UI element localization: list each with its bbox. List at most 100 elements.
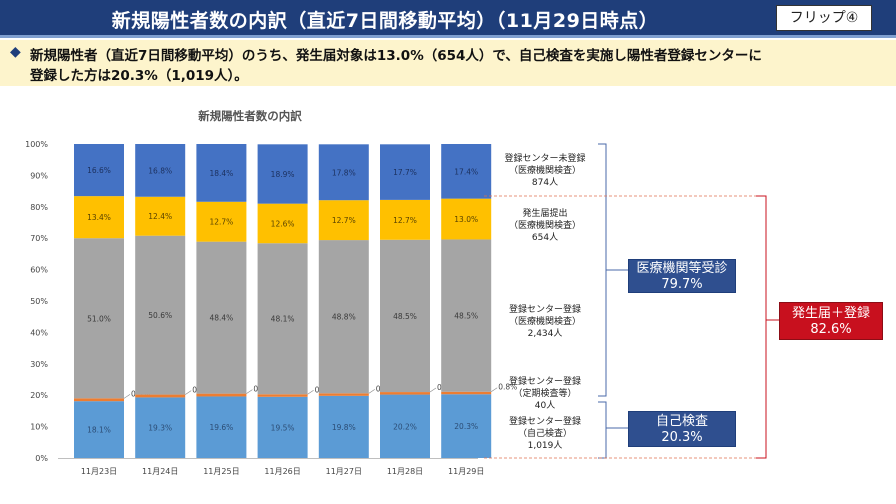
title-bar: 新規陽性者数の内訳（直近7日間移動平均）（11月29日時点） フリップ④: [0, 0, 896, 38]
legend-self-count: 1,019人: [527, 441, 563, 451]
bar-segment-self: [74, 401, 124, 458]
bar-segment-unregistered: [380, 144, 430, 200]
bar-segment-notified: [441, 198, 492, 240]
chart-title: 新規陽性者数の内訳: [198, 109, 302, 123]
self-test-group-value: 20.3%: [661, 430, 703, 445]
medical-group-box: 医療機関等受診 79.7%: [628, 259, 736, 293]
self-test-group-box: 自己検査 20.3%: [628, 411, 736, 447]
bar-segment-self: [380, 394, 430, 458]
legend-center-medical-name: 登録センター登録: [508, 305, 581, 315]
bar-segment-center_med: [257, 243, 308, 395]
data-label-self: 19.3%: [148, 424, 172, 433]
y-tick-label: 20%: [30, 391, 48, 400]
bar-segment-center_med: [135, 235, 186, 395]
legend-regular-name: 登録センター登録: [508, 377, 581, 387]
data-label-leader: [123, 394, 131, 399]
data-label-unregistered: 17.7%: [393, 168, 417, 177]
bar-segment-notified: [257, 203, 308, 244]
medical-group-value: 79.7%: [661, 277, 703, 292]
data-label-self: 19.8%: [332, 423, 356, 432]
y-tick-label: 10%: [30, 423, 48, 432]
data-label-notified: 12.4%: [148, 212, 172, 221]
y-tick-label: 80%: [30, 203, 48, 212]
bar-segment-unregistered: [318, 144, 369, 201]
data-label-notified: 12.6%: [271, 219, 295, 228]
summary-line-1: 新規陽性者（直近7日間移動平均）のうち、発生届対象は13.0%（654人）で、自…: [30, 48, 762, 64]
data-label-leader: [246, 389, 253, 394]
notified-total-label: 発生届＋登録: [791, 306, 870, 321]
data-label-center_med: 48.4%: [209, 314, 233, 323]
bar-segment-unregistered: [135, 144, 186, 197]
bracket-notified-total: [756, 195, 767, 459]
bar-segment-notified: [380, 199, 430, 240]
bar-segment-self: [318, 395, 369, 458]
legend-regular-sub: （定期検査等）: [513, 389, 577, 399]
x-tick-label: 11月25日: [203, 467, 239, 476]
data-label-unregistered: 16.8%: [148, 166, 172, 175]
legend-center-medical-sub: （医療機関検査）: [508, 317, 581, 327]
legend-notified-count: 654人: [531, 233, 559, 243]
data-label-unregistered: 18.4%: [209, 169, 233, 178]
medical-group-label: 医療機関等受診: [636, 261, 728, 276]
y-tick-label: 40%: [30, 328, 48, 337]
x-tick-label: 11月23日: [81, 467, 117, 476]
notified-total-box: 発生届＋登録 82.6%: [779, 302, 883, 340]
x-tick-label: 11月27日: [326, 467, 362, 476]
bar-segment-unregistered: [74, 144, 124, 197]
bar-segment-unregistered: [441, 144, 492, 199]
y-tick-label: 50%: [30, 297, 48, 306]
legend-notified: 発生届提出 （医療機関検査） 654人: [490, 208, 600, 244]
data-label-leader: [491, 387, 498, 392]
data-label-self: 18.1%: [87, 426, 111, 435]
bar-segment-regular: [135, 394, 186, 398]
bar-segment-center_med: [74, 238, 124, 399]
legend-regular-count: 40人: [534, 401, 556, 411]
bar-segment-regular: [74, 398, 124, 402]
bar-segment-unregistered: [196, 144, 247, 202]
x-tick-label: 11月29日: [448, 467, 484, 476]
data-label-center_med: 51.0%: [87, 314, 111, 323]
y-tick-label: 0%: [35, 454, 48, 463]
bar-segment-center_med: [196, 241, 247, 394]
legend-unregistered-count: 874人: [531, 178, 559, 188]
y-tick-label: 30%: [30, 360, 48, 369]
data-label-leader: [307, 390, 314, 395]
bar-segment-notified: [318, 200, 369, 241]
legend-unregistered-name: 登録センター未登録: [504, 154, 586, 164]
data-label-unregistered: 18.9%: [271, 170, 295, 179]
bar-segment-unregistered: [257, 144, 308, 204]
data-label-notified: 12.7%: [209, 218, 233, 227]
bar-segment-notified: [196, 201, 247, 242]
data-label-unregistered: 16.6%: [87, 166, 111, 175]
bar-segment-self: [196, 396, 247, 458]
data-label-self: 20.3%: [454, 422, 478, 431]
notified-total-value: 82.6%: [810, 322, 852, 337]
data-label-center_med: 48.5%: [393, 312, 417, 321]
legend-center-medical: 登録センター登録 （医療機関検査） 2,434人: [490, 304, 600, 340]
data-label-self: 20.2%: [393, 422, 417, 431]
legend-notified-sub: （医療機関検査）: [508, 221, 581, 231]
legend-self: 登録センター登録 （自己検査） 1,019人: [490, 416, 600, 452]
legend-self-name: 登録センター登録: [508, 417, 581, 427]
bar-segment-regular: [196, 393, 247, 397]
y-tick-label: 70%: [30, 234, 48, 243]
flip-badge: フリップ④: [776, 5, 872, 31]
bar-segment-self: [257, 396, 308, 458]
y-tick-label: 60%: [30, 266, 48, 275]
legend-center-medical-count: 2,434人: [527, 329, 563, 339]
bar-segment-regular: [257, 394, 308, 397]
data-label-center_med: 48.1%: [271, 315, 295, 324]
y-tick-label: 90%: [30, 171, 48, 180]
bar-segment-regular: [318, 393, 369, 396]
data-label-leader: [429, 387, 437, 393]
bar-segment-regular: [380, 392, 430, 395]
data-label-center_med: 48.5%: [454, 312, 478, 321]
data-label-unregistered: 17.4%: [454, 167, 478, 176]
summary-line-2: 登録した方は20.3%（1,019人）。: [30, 68, 248, 84]
legend-unregistered-sub: （医療機関検査）: [508, 166, 581, 176]
legend-unregistered: 登録センター未登録 （医療機関検査） 874人: [490, 153, 600, 189]
data-label-notified: 12.7%: [393, 216, 417, 225]
data-label-self: 19.5%: [271, 423, 295, 432]
data-label-regular: 0.8%: [498, 383, 517, 392]
